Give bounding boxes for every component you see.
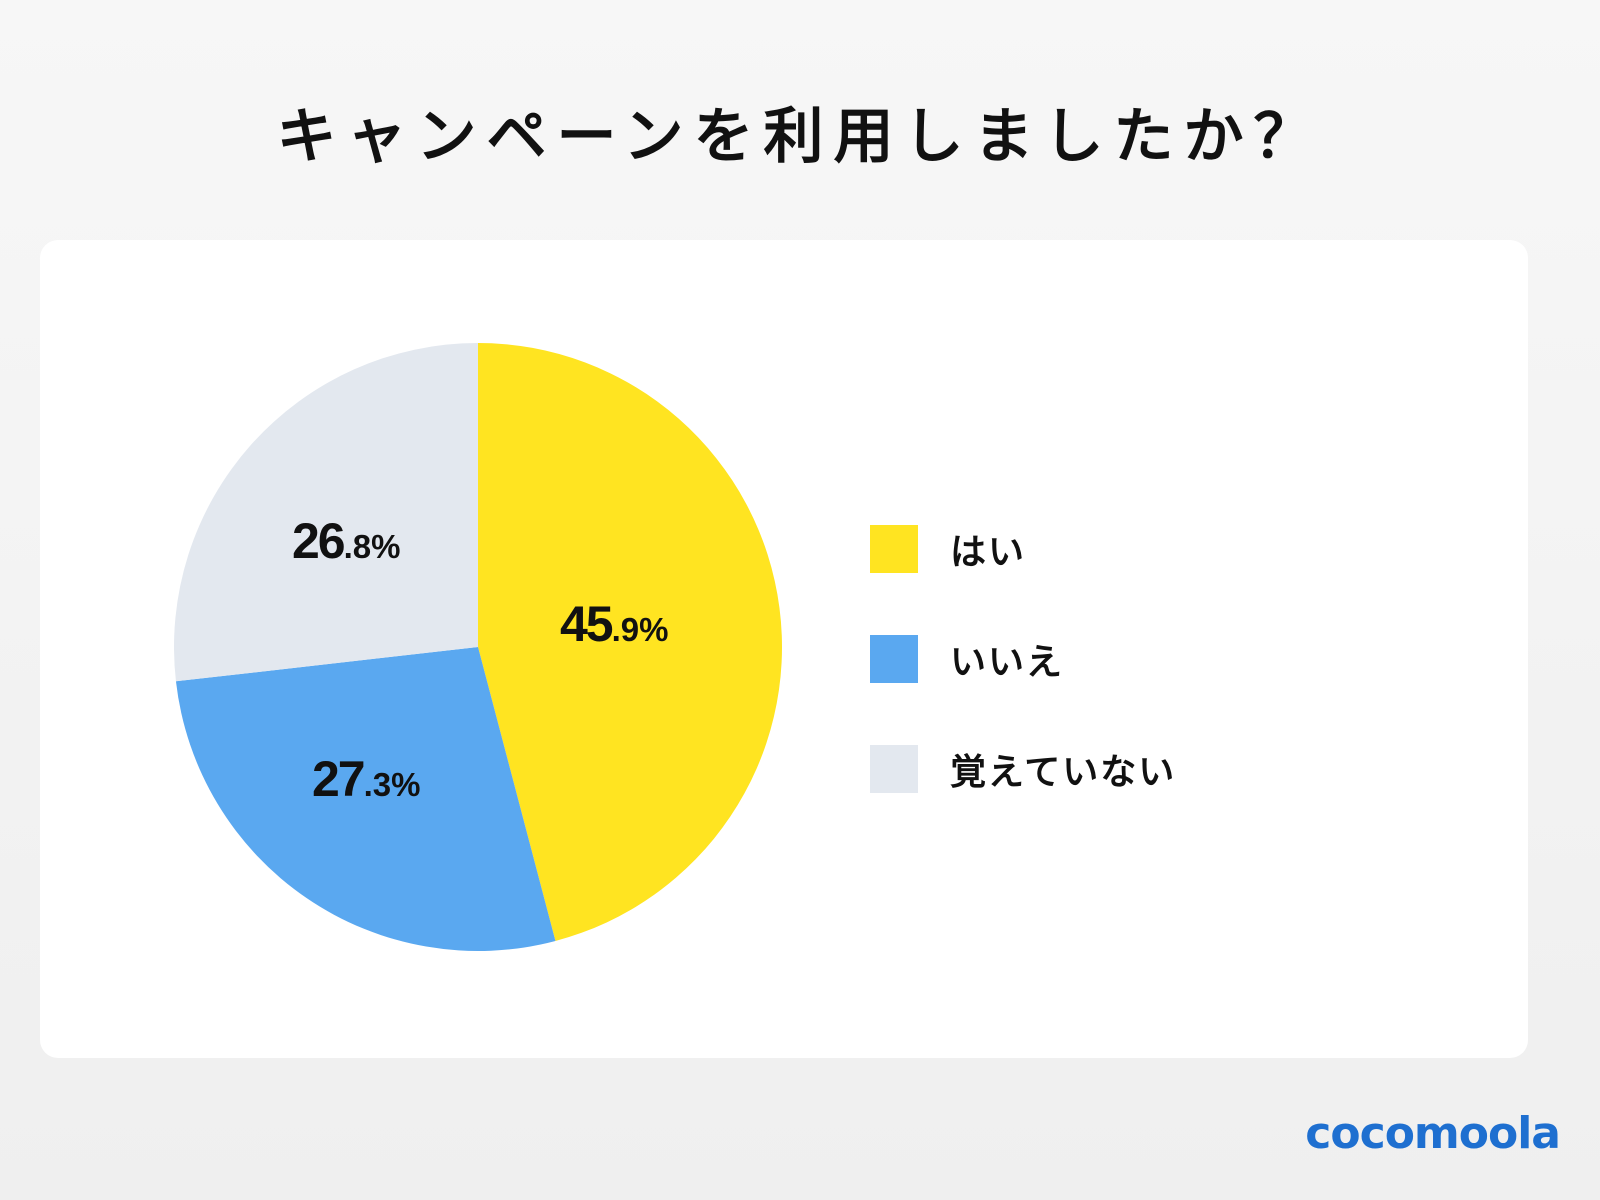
chart-title: キャンペーンを利用しましたか？ [276,102,1324,172]
pie-slice [175,647,556,951]
pie-slice [478,343,783,941]
pie-slice [174,343,478,682]
chart-legend: はい いいえ 覚えていない [870,525,1176,855]
legend-item-dont-remember: 覚えていない [870,745,1176,793]
brand-logo: cocomoola [1305,1108,1561,1159]
slice-label-no: 27.3% [312,751,421,807]
legend-swatch [870,635,918,683]
legend-label: はい [950,532,1027,573]
pie-chart [174,343,783,951]
legend-label: いいえ [950,642,1065,683]
legend-swatch [870,525,918,573]
legend-item-yes: はい [870,525,1176,573]
legend-item-no: いいえ [870,635,1176,683]
slice-label-yes: 45.9% [560,596,669,652]
slice-label-dont-remember: 26.8% [292,513,401,569]
legend-label: 覚えていない [950,752,1177,793]
legend-swatch [870,745,918,793]
chart-card: 45.9% 27.3% 26.8% はい いいえ 覚えていない [40,240,1528,1058]
